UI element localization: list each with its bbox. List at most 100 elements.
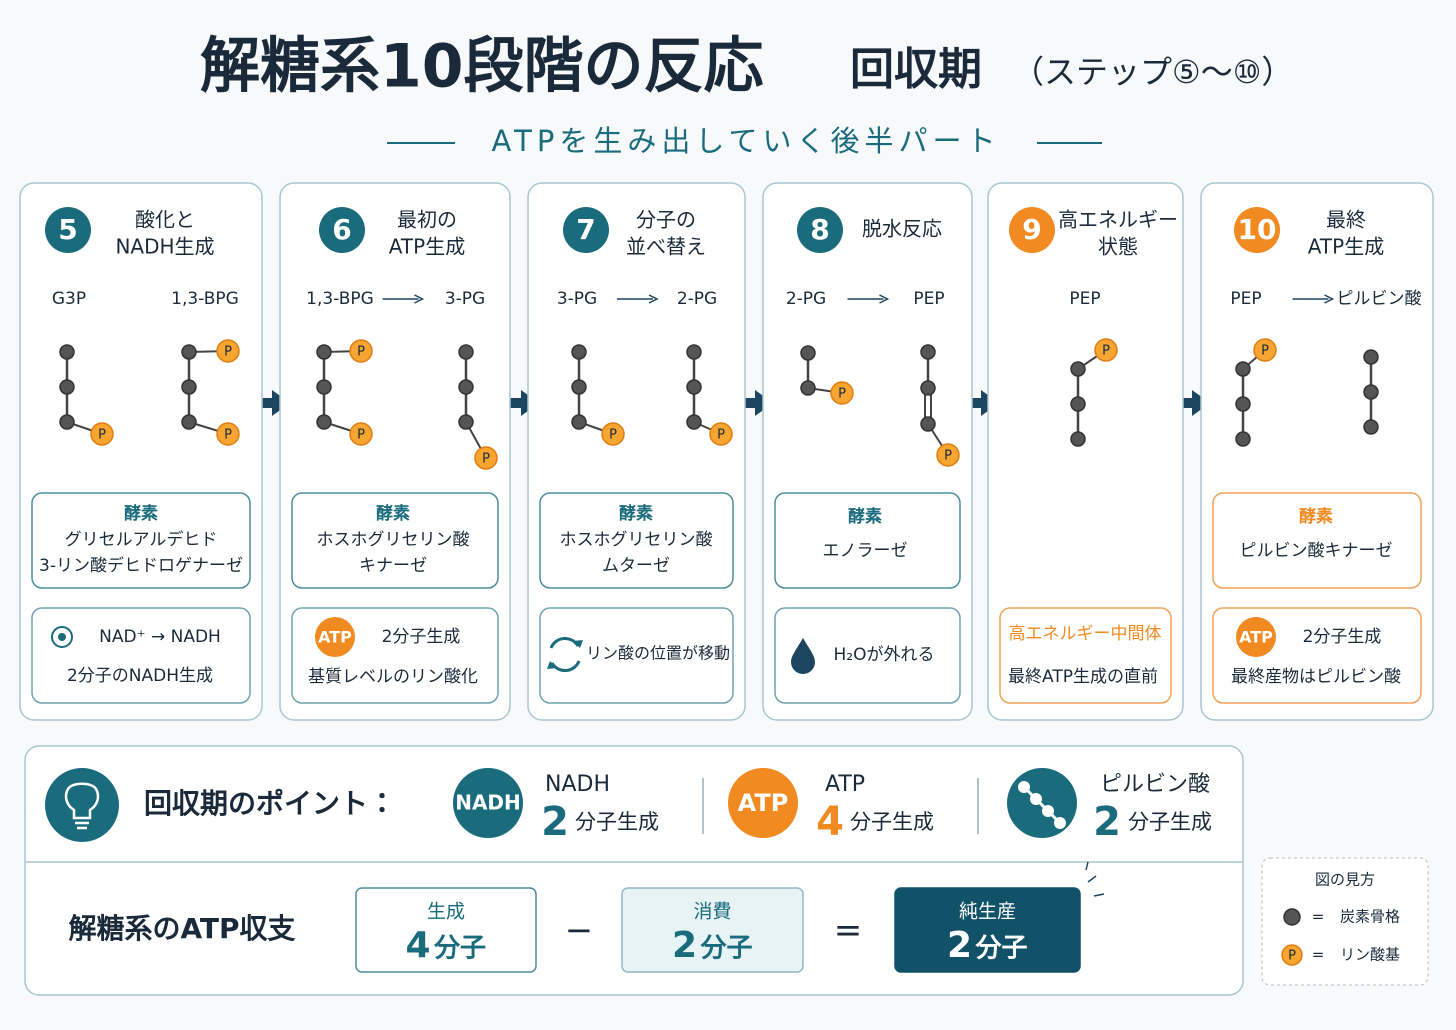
step-title: 脱水反応 xyxy=(862,217,942,241)
phosphate-label: P xyxy=(944,449,952,464)
point-count: 4 xyxy=(816,799,844,845)
substrate: 3-PG xyxy=(557,289,597,309)
atp-badge-text: ATP xyxy=(318,628,352,647)
substrate: PEP xyxy=(1230,289,1261,309)
phosphate-label: P xyxy=(838,387,846,402)
point-badge-text: NADH xyxy=(455,791,521,815)
phosphate xyxy=(216,422,240,446)
point-count: 2 xyxy=(541,799,569,845)
carbon xyxy=(316,414,332,430)
cycle-icon xyxy=(547,640,583,669)
enzyme-label: 酵素 xyxy=(1299,506,1333,527)
step-card xyxy=(987,182,1184,721)
phosphate xyxy=(474,446,498,470)
step-title: ATP生成 xyxy=(1308,235,1384,259)
carbon xyxy=(1235,396,1251,412)
flow-arrow xyxy=(1176,398,1194,408)
enzyme-name: ホスホグリセリン酸 xyxy=(560,530,713,550)
carbon xyxy=(59,414,75,430)
note-box xyxy=(31,607,251,704)
legend-box xyxy=(1261,857,1429,986)
product: 1,3-BPG xyxy=(171,289,239,309)
carbon xyxy=(1070,396,1086,412)
product: PEP xyxy=(913,289,944,309)
enzyme-label: 酵素 xyxy=(848,506,882,527)
atp-badge-text: ATP xyxy=(1239,628,1273,647)
carbon xyxy=(1042,805,1054,817)
enzyme-name: 3-リン酸デヒドロゲナーゼ xyxy=(39,555,243,576)
step-number: 5 xyxy=(58,213,77,246)
substrate: PEP xyxy=(1069,289,1100,309)
carbon xyxy=(59,344,75,360)
step-number-badge xyxy=(1009,207,1055,253)
flow-arrow xyxy=(505,398,523,408)
flow-arrow xyxy=(965,398,983,408)
enzyme-label: 酵素 xyxy=(124,503,158,524)
step-title: 最初の xyxy=(397,208,457,232)
balance-box-label: 消費 xyxy=(693,901,731,923)
carbon xyxy=(800,345,816,361)
balance-value: 2 xyxy=(947,925,972,966)
step-number: 6 xyxy=(332,213,351,246)
point-badge xyxy=(728,768,798,838)
legend-text: 炭素骨格 xyxy=(1340,908,1400,926)
step-number-badge xyxy=(563,207,609,253)
flow-arrow xyxy=(739,398,757,408)
note-text: リン酸の位置が移動 xyxy=(586,644,730,663)
note-text: 最終ATP生成の直前 xyxy=(1008,667,1158,687)
note-text: 2分子生成 xyxy=(382,627,461,647)
carbon xyxy=(59,379,75,395)
reaction-arrow xyxy=(648,294,659,304)
step-number: 10 xyxy=(1238,213,1277,246)
note-box xyxy=(774,607,961,704)
carbon xyxy=(686,344,702,360)
enzyme-box xyxy=(539,492,734,589)
carbon xyxy=(920,344,936,360)
point-unit: 分子生成 xyxy=(575,810,659,834)
step-title: ATP生成 xyxy=(389,235,465,259)
tagline: ATPを生み出していく後半パート xyxy=(492,124,1001,158)
step-number-badge xyxy=(1234,207,1280,253)
product: 3-PG xyxy=(445,289,485,309)
note-text: NAD⁺ → NADH xyxy=(99,627,221,647)
carbon xyxy=(800,380,816,396)
step-title: NADH生成 xyxy=(115,235,214,259)
step-title: 並べ替え xyxy=(626,235,706,259)
accent xyxy=(1093,893,1105,897)
phosphate xyxy=(1253,338,1277,362)
carbon xyxy=(1070,431,1086,447)
title: 解糖系10段階の反応 xyxy=(200,32,764,102)
note-box xyxy=(539,607,734,704)
drop-icon xyxy=(791,638,815,674)
atp-badge xyxy=(1236,617,1276,657)
legend-equals: = xyxy=(1312,946,1325,964)
step-title: 高エネルギー xyxy=(1058,208,1178,232)
phosphate xyxy=(1281,944,1303,966)
range: （ステップ⑤～⑩） xyxy=(1012,53,1293,91)
carbon xyxy=(1235,431,1251,447)
carbon xyxy=(1054,817,1066,829)
reaction-arrow xyxy=(414,294,425,304)
carbon xyxy=(571,379,587,395)
point-badge xyxy=(453,768,523,838)
carbon xyxy=(1235,361,1251,377)
carbon xyxy=(571,414,587,430)
enzyme-name: グリセルアルデヒド xyxy=(65,529,218,550)
balance-label: 解糖系のATP収支 xyxy=(67,912,295,945)
phosphate-label: P xyxy=(482,452,490,467)
note-text: 最終産物はピルビン酸 xyxy=(1231,667,1401,687)
atp-badge xyxy=(315,617,355,657)
product: 2-PG xyxy=(677,289,717,309)
phosphate-label: P xyxy=(357,428,365,443)
carbon xyxy=(686,379,702,395)
balance-value: 2 xyxy=(672,925,697,966)
balance-box xyxy=(894,887,1081,973)
balance-box xyxy=(355,887,537,973)
phosphate-label: P xyxy=(609,428,617,443)
operator: = xyxy=(834,911,863,951)
substrate: 1,3-BPG xyxy=(306,289,374,309)
operator: − xyxy=(565,911,594,951)
icon xyxy=(58,633,66,641)
carbon xyxy=(571,344,587,360)
